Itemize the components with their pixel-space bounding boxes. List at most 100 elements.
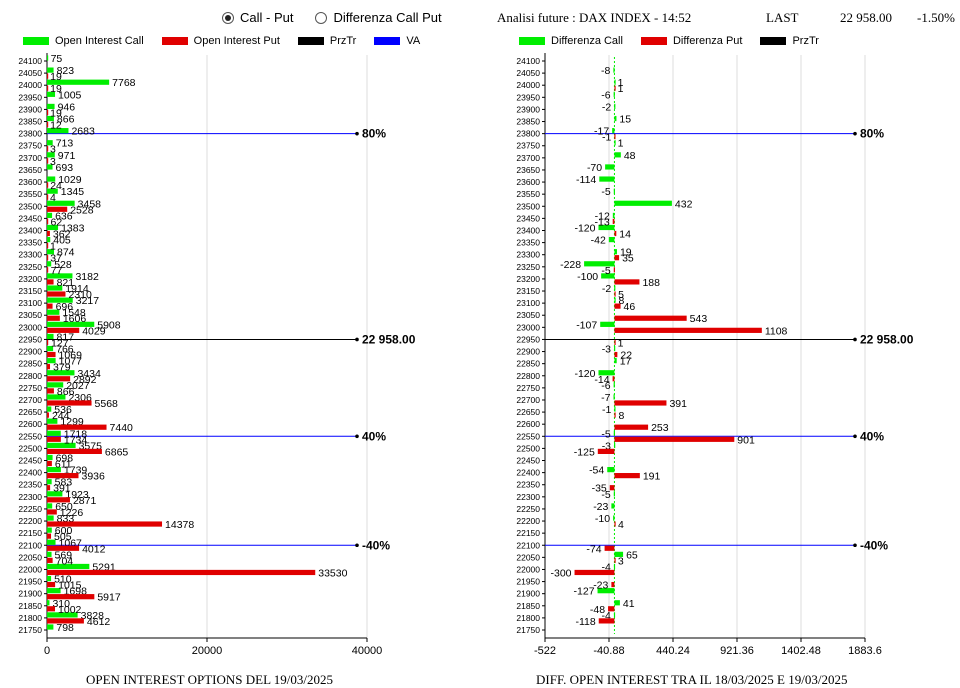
oi-data-label: 379 — [53, 362, 71, 374]
oi-data-label: 946 — [58, 101, 76, 113]
oi-strike-label: 22150 — [18, 528, 42, 538]
oi-strike-label: 23750 — [18, 141, 42, 151]
oi-bar-call — [47, 394, 66, 400]
diff-reference-label: 22 958.00 — [860, 332, 914, 346]
oi-data-label: 19 — [50, 83, 62, 95]
diff-bar-call — [614, 406, 616, 412]
oi-bar-call — [47, 236, 51, 243]
oi-data-label: 4612 — [87, 616, 111, 628]
oi-strike-label: 22500 — [18, 443, 42, 453]
oi-data-label: 1069 — [59, 350, 83, 362]
diff-bar-put — [614, 473, 640, 479]
oi-data-label: 3828 — [81, 610, 105, 622]
diff-strike-label: 23300 — [516, 250, 540, 260]
diff-data-label: 1 — [618, 77, 624, 89]
left-chart-caption: OPEN INTEREST OPTIONS DEL 19/03/2025 — [86, 672, 333, 687]
oi-x-tick-label: 20000 — [192, 645, 223, 657]
diff-reference-label: -40% — [860, 538, 888, 552]
diff-reference-marker — [853, 337, 857, 342]
oi-data-label: 5917 — [97, 592, 121, 604]
diff-bar-put — [614, 279, 640, 285]
oi-bar-call — [47, 91, 56, 97]
diff-strike-label: 21950 — [516, 577, 540, 587]
oi-bar-call — [47, 612, 78, 618]
oi-strike-label: 23550 — [18, 189, 42, 199]
diff-data-label: 253 — [651, 422, 669, 434]
oi-bar-put — [47, 255, 49, 261]
oi-bar-call — [47, 442, 76, 449]
oi-bar-call — [47, 539, 56, 545]
diff-bar-put — [608, 606, 615, 612]
diff-data-label: -228 — [560, 259, 581, 271]
radio-diff[interactable]: Differenza Call Put — [315, 10, 442, 25]
diff-strike-label: 23550 — [516, 189, 540, 199]
oi-data-label: 2683 — [71, 126, 95, 138]
diff-strike-label: 23000 — [516, 322, 540, 332]
diff-data-label: 543 — [690, 313, 708, 325]
oi-data-label: 569 — [55, 549, 73, 561]
oi-data-label: 866 — [57, 114, 75, 126]
radio-call-put[interactable]: Call - Put — [222, 10, 293, 25]
oi-bar-put — [47, 569, 316, 576]
oi-data-label: 362 — [53, 228, 71, 240]
diff-data-label: -120 — [574, 222, 595, 234]
oi-strike-label: 22550 — [18, 431, 42, 441]
diff-bar-call — [611, 503, 615, 509]
oi-data-label: 1029 — [58, 174, 82, 186]
diff-bar-put — [598, 618, 615, 624]
oi-strike-label: 22700 — [18, 395, 42, 405]
oi-strike-label: 22900 — [18, 347, 42, 357]
last-value: 22 958.00 — [840, 10, 892, 25]
radio-selected-icon — [222, 11, 234, 24]
diff-strike-label: 22950 — [516, 334, 540, 344]
diff-data-label: -120 — [574, 368, 595, 380]
diff-data-label: -2 — [602, 101, 611, 113]
diff-bar-call — [614, 600, 620, 606]
oi-data-label: 1606 — [63, 313, 87, 325]
oi-data-label: 1923 — [65, 489, 89, 501]
diff-bar-call — [614, 140, 616, 146]
diff-data-label: 191 — [643, 471, 661, 483]
oi-bar-call — [47, 563, 90, 570]
diff-strike-label: 24000 — [516, 80, 540, 90]
oi-bar-put — [47, 327, 80, 333]
oi-bar-put — [47, 230, 50, 237]
diff-bar-put — [614, 255, 620, 261]
oi-data-label: 1226 — [60, 507, 84, 519]
diff-bar-put — [604, 545, 615, 551]
diff-data-label: 35 — [622, 253, 634, 265]
oi-bar-call — [47, 406, 52, 412]
diff-data-label: 48 — [624, 150, 636, 162]
diff-data-label: -17 — [594, 126, 609, 138]
diff-data-label: 1108 — [765, 325, 788, 337]
diff-bar-call — [600, 321, 615, 327]
diff-x-tick-label: -40.88 — [593, 645, 624, 657]
diff-data-label: 391 — [669, 398, 687, 410]
oi-strike-label: 23350 — [18, 238, 42, 248]
oi-strike-label: 22400 — [18, 468, 42, 478]
diff-strike-label: 23950 — [516, 92, 540, 102]
diff-reference-label: 80% — [860, 127, 884, 141]
diff-bar-put — [614, 85, 616, 91]
oi-bar-call — [47, 200, 75, 206]
diff-strike-label: 22400 — [516, 468, 540, 478]
diff-data-label: -48 — [590, 604, 605, 616]
oi-bar-call — [47, 103, 55, 110]
diff-data-label: -35 — [592, 483, 607, 495]
diff-data-label: -4 — [602, 610, 611, 622]
last-label: LAST — [766, 10, 799, 25]
diff-bar-call — [614, 152, 621, 158]
diff-bar-put — [614, 521, 616, 527]
diff-strike-label: 23800 — [516, 129, 540, 139]
diff-data-label: 5 — [618, 289, 624, 301]
diff-data-label: -5 — [601, 186, 610, 198]
oi-bar-call — [47, 333, 54, 340]
right-chart-caption: DIFF. OPEN INTEREST TRA IL 18/03/2025 E … — [536, 672, 848, 687]
diff-data-label: -5 — [601, 489, 610, 501]
diff-strike-label: 22650 — [516, 407, 540, 417]
oi-data-label: 3 — [50, 156, 56, 168]
oi-strike-label: 23100 — [18, 298, 42, 308]
diff-strike-label: 23600 — [516, 177, 540, 187]
radio-unselected-icon — [315, 11, 328, 24]
diff-data-label: -127 — [574, 586, 595, 598]
